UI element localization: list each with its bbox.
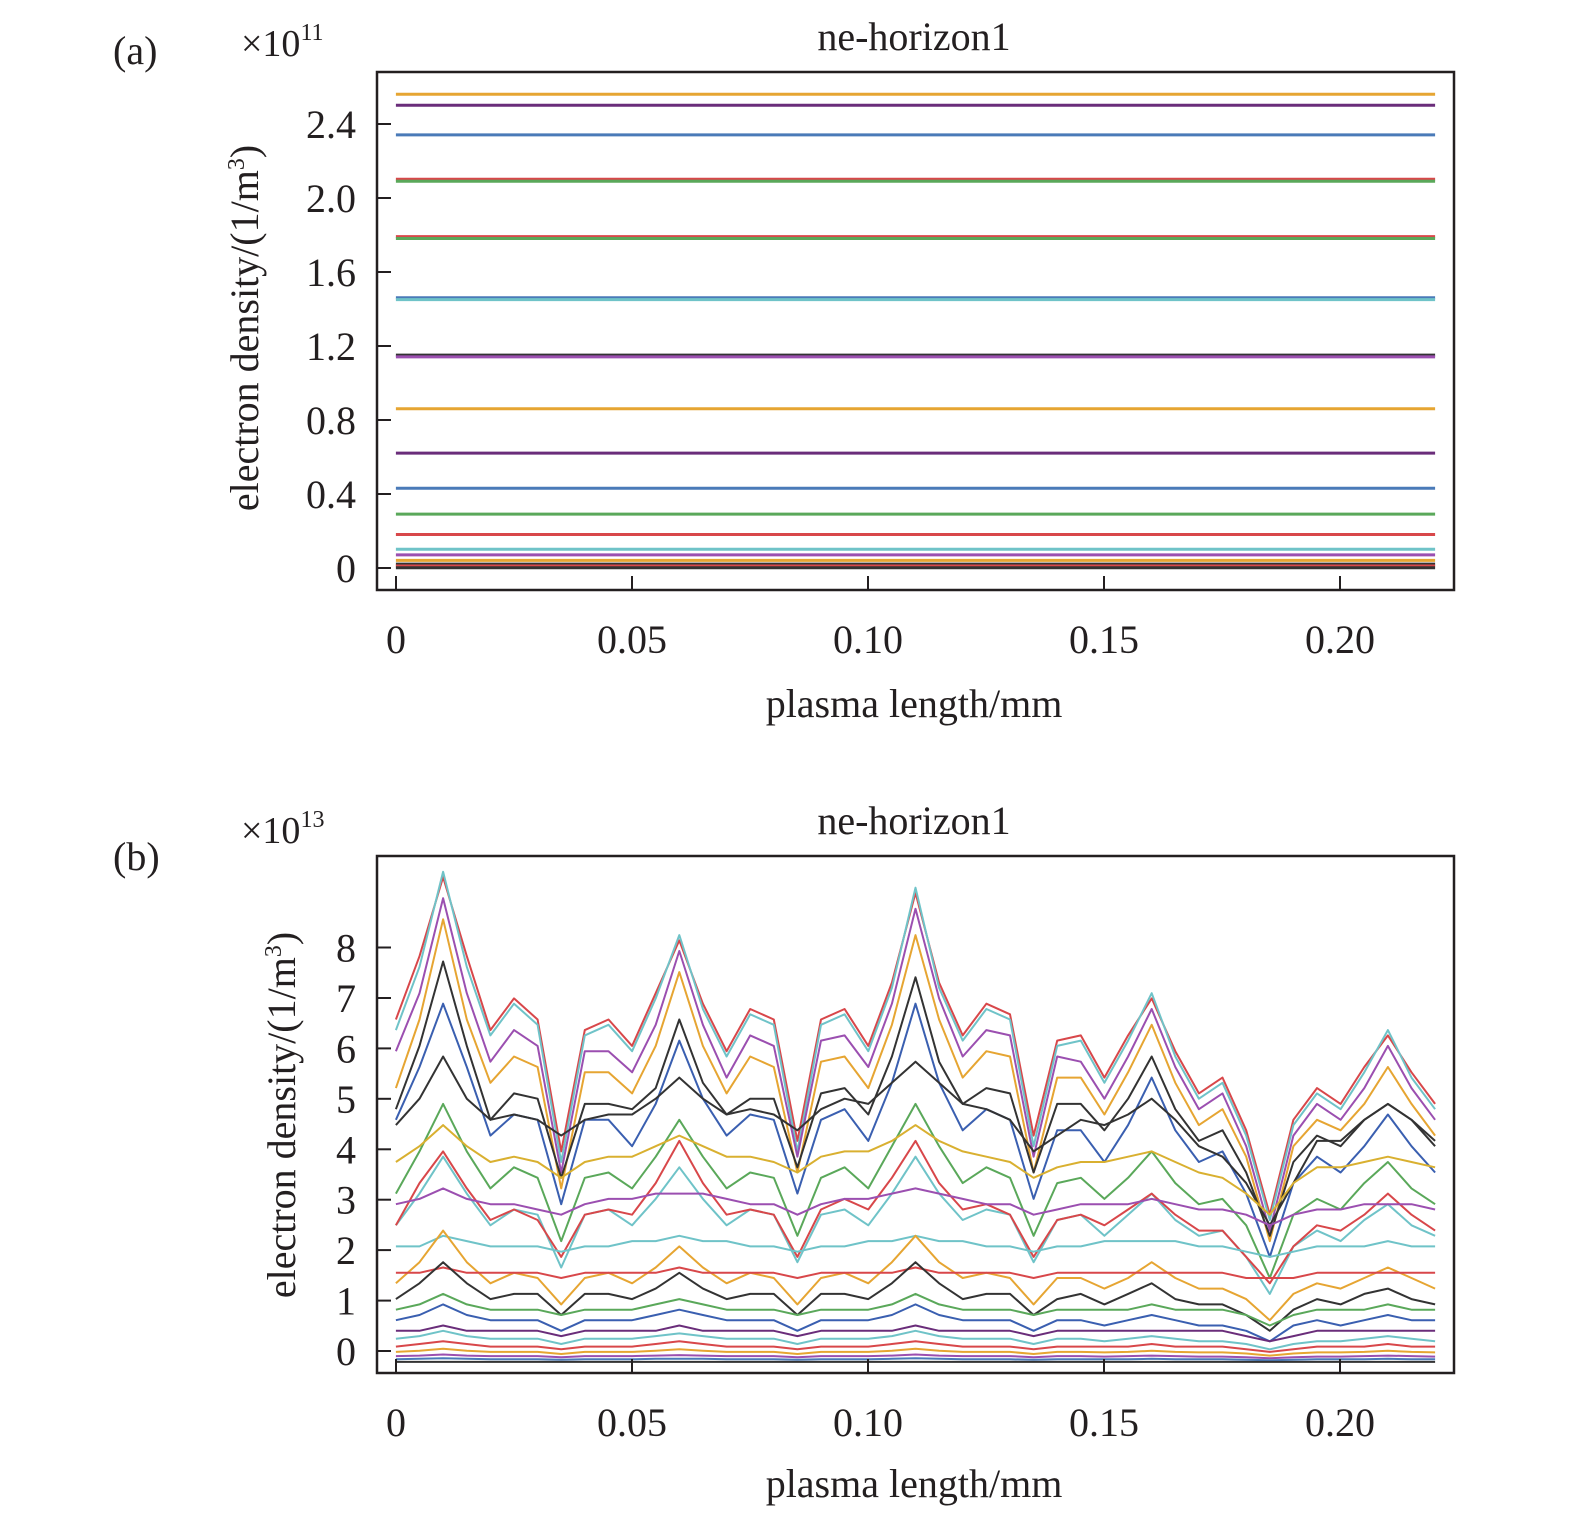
panel-b-series-line-18 (395, 1324, 1436, 1343)
panel-a-multiplier: ×1011 (241, 20, 324, 65)
panel-b-series-line-6 (395, 1055, 1436, 1227)
panel-b-series-line-2 (394, 897, 1436, 1232)
panel-a-y-tick-label-2: 0.8 (306, 398, 356, 443)
panel-b-x-tick-label-0: 0 (386, 1400, 406, 1445)
panel-b-series-line-19 (395, 1329, 1436, 1351)
panel-b-series-line-21 (395, 1347, 1436, 1357)
panel-b-y-axis-label-superscript: 3 (261, 945, 287, 957)
panel-a-y-tick-label-1: 0.4 (306, 472, 356, 517)
panel-a-label: (a) (113, 28, 157, 73)
panel-b-series-line-22 (395, 1353, 1436, 1360)
panel-b-series-line-16 (395, 1292, 1436, 1327)
panel-b-multiplier-exponent: 13 (300, 807, 324, 833)
panel-a-y-axis-label-close: ) (222, 145, 267, 158)
panel-b-series-line-11 (395, 1187, 1436, 1227)
panel-a-x-ticks (395, 576, 1341, 590)
panel-a-y-tick-label-4: 1.6 (306, 250, 356, 295)
panel-a-plot-frame (375, 70, 1456, 592)
panel-b-series-line-20 (395, 1340, 1436, 1353)
panel-b-y-tick-label-0: 0 (336, 1329, 356, 1374)
panel-a-plot-lines (395, 92, 1436, 570)
panel-b-series-line-8 (395, 1124, 1436, 1216)
panel-b-series-line-5 (394, 1002, 1436, 1258)
panel-b-title: ne-horizon1 (817, 798, 1010, 843)
panel-b-series-line-1 (394, 870, 1436, 1221)
panel-b-series-line-13 (395, 1229, 1436, 1322)
panel-b-x-tick-label-1: 0.05 (597, 1400, 667, 1445)
panel-b-y-axis-label: electron density/(1/m3) (259, 932, 304, 1298)
panel-b-y-tick-labels: 0 1 2 3 4 5 6 7 8 (336, 926, 356, 1375)
panel-b-label: (b) (113, 834, 160, 879)
panel-b-series-line-14 (395, 1266, 1436, 1279)
panel-b-series-line-10 (395, 1139, 1436, 1285)
panel-b-x-ticks (395, 1359, 1341, 1373)
panel-b-series-line-15 (395, 1261, 1436, 1332)
panel-b-x-tick-label-4: 0.20 (1305, 1400, 1375, 1445)
panel-b-series-line-4 (394, 960, 1436, 1237)
panel-b-y-axis-label-close: ) (259, 932, 304, 945)
panel-a-y-axis-label-superscript: 3 (224, 158, 250, 170)
panel-b-plot-frame (375, 854, 1456, 1375)
panel-b-multiplier: ×1013 (241, 807, 324, 852)
panel-b-x-tick-label-2: 0.10 (833, 1400, 903, 1445)
panel-b-y-tick-label-5: 5 (336, 1077, 356, 1122)
panel-b-series-line-23 (395, 1357, 1436, 1362)
panel-b-y-tick-label-6: 6 (336, 1026, 356, 1071)
panel-a-y-tick-label-3: 1.2 (306, 324, 356, 369)
panel-b-x-axis-label: plasma length/mm (766, 1461, 1063, 1506)
panel-b-y-tick-label-8: 8 (336, 926, 356, 971)
panel-b-series-line-17 (395, 1303, 1436, 1343)
panel-a-x-tick-label-2: 0.10 (833, 617, 903, 662)
panel-b-y-tick-label-2: 2 (336, 1228, 356, 1273)
panel-b-x-tick-labels: 0 0.05 0.10 0.15 0.20 (386, 1400, 1375, 1445)
panel-b-y-tick-label-7: 7 (336, 976, 356, 1021)
panel-b-x-tick-label-3: 0.15 (1069, 1400, 1139, 1445)
panel-b: (b) ×1013 ne-horizon1 electron density/(… (113, 798, 1456, 1506)
panel-a-x-tick-label-4: 0.20 (1305, 617, 1375, 662)
panel-b-y-ticks (377, 946, 391, 1352)
panel-a-y-axis-label: electron density/(1/m3) (222, 145, 267, 511)
panel-a-y-tick-label-0: 0 (336, 546, 356, 591)
panel-a-multiplier-base: ×10 (241, 23, 300, 65)
panel-a-x-axis-label: plasma length/mm (766, 681, 1063, 726)
panel-a-multiplier-exponent: 11 (300, 20, 323, 46)
panel-a-y-tick-label-6: 2.4 (306, 102, 356, 147)
panel-a-x-tick-label-1: 0.05 (597, 617, 667, 662)
panel-b-series-line-0 (394, 876, 1436, 1216)
panel-b-plot-lines (394, 870, 1436, 1363)
panel-b-y-tick-label-3: 3 (336, 1178, 356, 1223)
panel-a-x-tick-label-3: 0.15 (1069, 617, 1139, 662)
panel-b-multiplier-base: ×10 (241, 810, 300, 852)
panel-b-y-tick-label-1: 1 (336, 1279, 356, 1324)
panel-a-y-tick-label-5: 2.0 (306, 176, 356, 221)
panel-b-y-axis-label-main: electron density/(1/m (259, 957, 304, 1298)
panel-a-title: ne-horizon1 (817, 14, 1010, 59)
panel-b-y-tick-label-4: 4 (336, 1127, 356, 1172)
panel-a-y-ticks (377, 123, 391, 569)
panel-a-y-axis-label-main: electron density/(1/m (222, 170, 267, 511)
panel-a-x-tick-label-0: 0 (386, 617, 406, 662)
panel-b-series-line-7 (395, 1102, 1436, 1279)
panel-a-x-tick-labels: 0 0.05 0.10 0.15 0.20 (386, 617, 1375, 662)
panel-a-y-tick-labels: 0 0.4 0.8 1.2 1.6 2.0 2.4 (306, 102, 356, 591)
panel-a: (a) ×1011 ne-horizon1 electron density/(… (113, 14, 1456, 726)
